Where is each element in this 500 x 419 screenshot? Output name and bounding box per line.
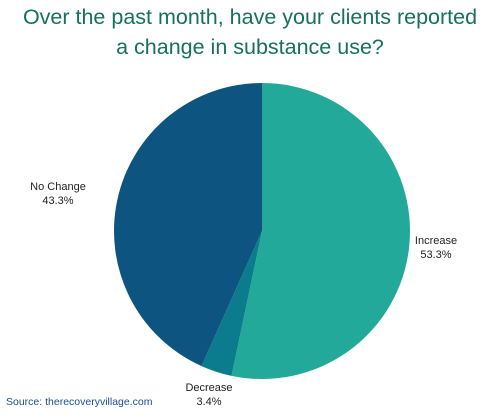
chart-title: Over the past month, have your clients r… bbox=[0, 2, 500, 62]
pie-slice-no-change bbox=[113, 83, 263, 367]
chart-title-line-2: a change in substance use? bbox=[116, 35, 384, 59]
pie-slice-increase bbox=[231, 83, 411, 379]
slice-label-no-change: No Change bbox=[30, 181, 86, 193]
pie-slice-decrease bbox=[201, 231, 262, 376]
slice-value-decrease: 3.4% bbox=[196, 396, 221, 408]
chart-title-line-1: Over the past month, have your clients r… bbox=[22, 5, 478, 29]
pie-slices bbox=[113, 83, 411, 379]
pie-labels: Increase 53.3% Decrease 3.4% No Change 43.3% bbox=[30, 181, 457, 408]
slice-value-no-change: 43.3% bbox=[42, 195, 73, 207]
source-credit: Source: therecoveryvillage.com bbox=[6, 396, 153, 408]
slice-label-increase: Increase bbox=[415, 235, 457, 247]
slice-label-decrease: Decrease bbox=[185, 382, 232, 394]
slice-value-increase: 53.3% bbox=[420, 249, 451, 261]
